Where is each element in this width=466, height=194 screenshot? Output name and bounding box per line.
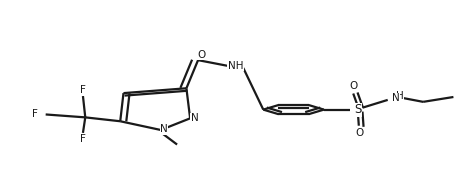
Text: NH: NH bbox=[227, 61, 243, 71]
Text: S: S bbox=[354, 103, 362, 116]
Text: F: F bbox=[33, 109, 38, 120]
Text: N: N bbox=[160, 124, 168, 134]
Text: O: O bbox=[350, 81, 358, 91]
Text: N: N bbox=[191, 113, 199, 123]
Text: F: F bbox=[80, 85, 86, 95]
Text: O: O bbox=[198, 50, 206, 60]
Text: N: N bbox=[392, 93, 400, 103]
Text: F: F bbox=[80, 134, 86, 144]
Text: H: H bbox=[396, 91, 404, 101]
Text: O: O bbox=[355, 128, 363, 138]
